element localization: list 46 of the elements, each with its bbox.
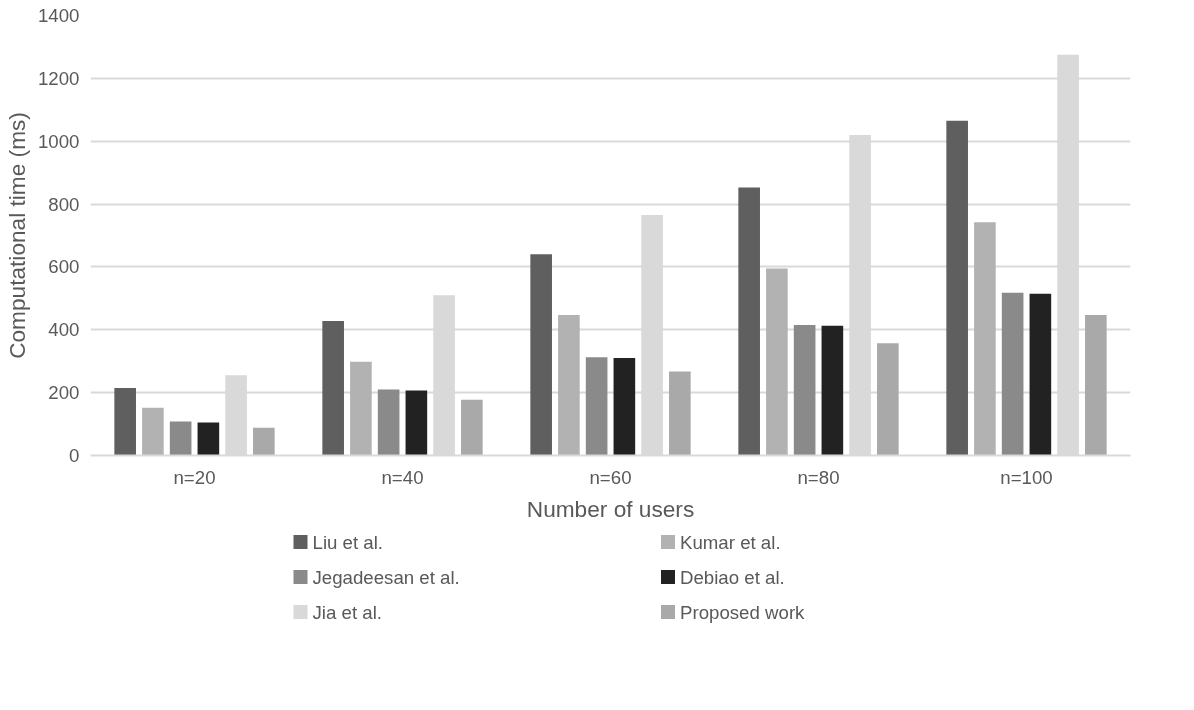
bar [558, 315, 580, 456]
bar [322, 320, 344, 456]
bar [197, 422, 220, 456]
bar [974, 222, 996, 456]
legend-label: Liu et al. [312, 531, 384, 553]
y-axis-title: Computational time (ms) [4, 112, 30, 359]
bar [253, 427, 275, 456]
y-tick-label: 1200 [38, 67, 80, 89]
y-tick-label: 800 [48, 193, 80, 215]
bar [766, 268, 788, 456]
y-tick-label: 0 [69, 445, 80, 466]
bar [530, 254, 552, 456]
bar [1085, 315, 1107, 456]
y-tick-label: 600 [48, 256, 80, 278]
bar [669, 371, 691, 456]
legend-label: Jegadeesan et al. [312, 566, 460, 588]
bar [793, 325, 816, 456]
bar [946, 120, 968, 456]
y-tick-label: 1400 [38, 5, 80, 26]
bar [613, 358, 636, 456]
legend-label: Debiao et al. [680, 566, 785, 588]
x-tick-label: n=80 [797, 466, 840, 488]
bar [114, 387, 136, 456]
bar [738, 187, 760, 456]
y-tick-label: 200 [48, 382, 80, 404]
bar [585, 357, 608, 456]
legend-label: Kumar et al. [680, 531, 781, 553]
bar [405, 390, 428, 456]
bar [169, 421, 192, 456]
bar [1001, 292, 1024, 456]
bar [821, 325, 844, 456]
bar [461, 399, 483, 456]
legend-label: Jia et al. [312, 601, 382, 623]
x-tick-label: n=100 [1000, 466, 1053, 488]
y-tick-label: 1000 [38, 130, 80, 152]
bar [350, 361, 372, 456]
x-tick-label: n=60 [589, 466, 632, 488]
x-tick-label: n=20 [173, 466, 216, 488]
bar [877, 343, 899, 456]
x-axis-title: Number of users [526, 495, 695, 522]
bar [1029, 293, 1052, 456]
legend-label: Proposed work [680, 601, 806, 623]
x-tick-label: n=40 [381, 466, 424, 488]
bar [377, 389, 400, 456]
bar [142, 407, 164, 456]
y-tick-label: 400 [48, 319, 80, 341]
